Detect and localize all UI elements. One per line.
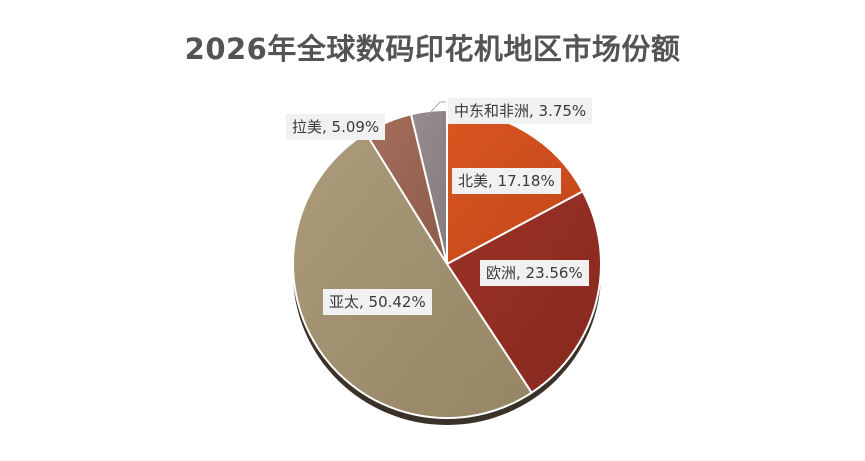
data-label-1: 北美, 17.18% [452, 168, 561, 194]
data-label-4: 拉美, 5.09% [286, 114, 386, 140]
chart-title: 2026年全球数码印花机地区市场份额 [184, 32, 681, 66]
leader-line [426, 101, 441, 117]
pie-slice-2 [446, 190, 602, 394]
data-label-2: 欧洲, 23.56% [480, 260, 589, 286]
pie-slice-3 [292, 132, 533, 420]
pie-slice-5 [410, 109, 448, 265]
data-label-5: 中东和非洲, 3.75% [448, 98, 593, 124]
data-label-3: 亚太, 50.42% [323, 289, 432, 315]
